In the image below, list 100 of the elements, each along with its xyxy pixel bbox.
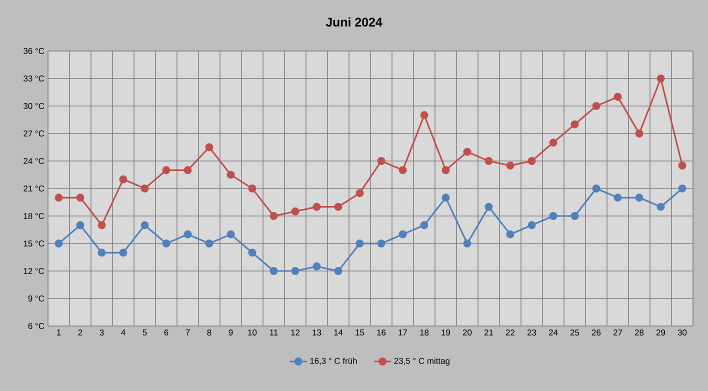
point (226, 170, 235, 179)
point (205, 240, 214, 248)
point (678, 162, 686, 170)
x-tick-label: 27 (613, 330, 622, 336)
point (291, 267, 300, 275)
point (656, 74, 665, 82)
y-tick-label: 33 °C (24, 76, 44, 82)
x-tick-label: 5 (142, 330, 147, 336)
x-tick-label: 30 (678, 330, 687, 336)
point (398, 230, 407, 238)
point (248, 248, 256, 257)
point (398, 166, 407, 174)
point (463, 148, 472, 156)
x-tick-label: 29 (656, 330, 666, 336)
point (635, 130, 644, 138)
y-tick-label: 24 °C (24, 158, 44, 164)
point (226, 230, 235, 238)
x-tick-label: 9 (228, 330, 233, 336)
x-tick-label: 2 (78, 330, 82, 336)
point (270, 212, 278, 220)
point (334, 267, 342, 275)
x-tick-label: 18 (420, 330, 429, 336)
legend-label: 16,3 ° C früh (310, 358, 357, 365)
legend-label: 23,5 ° C mittag (394, 358, 450, 366)
point (614, 92, 622, 101)
point (528, 221, 536, 230)
point (98, 248, 106, 257)
y-tick-label: 30 °C (24, 103, 44, 109)
point (76, 221, 84, 230)
point (54, 194, 63, 202)
x-tick-label: 7 (186, 330, 190, 336)
point (140, 184, 149, 192)
x-tick-label: 11 (270, 330, 278, 336)
x-tick-label: 21 (484, 330, 494, 336)
point (506, 162, 514, 170)
point (377, 157, 386, 165)
x-tick-label: 1 (57, 330, 61, 336)
x-tick-label: 22 (506, 330, 515, 336)
point (334, 202, 342, 211)
point (656, 202, 665, 211)
point (356, 240, 364, 248)
point (506, 230, 514, 238)
point (162, 240, 170, 248)
point (635, 194, 644, 202)
y-tick-label: 27 °C (24, 130, 44, 136)
x-tick-label: 26 (592, 330, 601, 336)
point (98, 221, 106, 230)
point (140, 221, 149, 230)
y-tick-label: 36 °C (24, 48, 44, 54)
x-tick-label: 6 (164, 330, 168, 336)
point (484, 202, 493, 211)
point (528, 157, 536, 165)
x-tick-label: 28 (634, 330, 644, 336)
y-tick-label: 21 °C (24, 186, 44, 192)
point (184, 230, 192, 238)
point (291, 207, 300, 216)
point (312, 262, 321, 270)
point (248, 184, 256, 192)
point (570, 212, 579, 220)
x-tick-label: 15 (356, 330, 364, 336)
y-tick-label: 6 °C (28, 323, 44, 329)
point (162, 166, 170, 174)
point (592, 184, 600, 192)
x-tick-label: 3 (100, 330, 104, 336)
x-tick-label: 14 (334, 330, 343, 336)
x-tick-label: 12 (291, 330, 300, 336)
point (442, 194, 450, 202)
point (356, 189, 364, 198)
y-tick-label: 15 °C (24, 240, 44, 246)
x-tick-label: 24 (548, 330, 558, 336)
point (119, 248, 128, 257)
point (614, 194, 622, 202)
x-tick-label: 10 (248, 330, 257, 336)
point (592, 102, 600, 110)
x-tick-label: 13 (312, 330, 322, 336)
point (484, 157, 493, 165)
chart-title: Juni 2024 (326, 17, 382, 27)
point (420, 111, 428, 120)
point (76, 194, 84, 202)
x-tick-label: 23 (527, 330, 536, 336)
point (205, 143, 214, 152)
point (549, 212, 558, 220)
point (463, 240, 472, 248)
point (549, 138, 558, 147)
x-tick-label: 4 (121, 330, 126, 336)
x-tick-label: 25 (570, 330, 580, 336)
point (119, 175, 128, 184)
y-tick-label: 18 °C (24, 213, 44, 219)
point (570, 120, 579, 128)
point (184, 166, 192, 174)
point (377, 240, 386, 248)
point (420, 221, 428, 230)
y-tick-label: 9 °C (28, 296, 44, 302)
y-tick-label: 12 °C (24, 268, 44, 274)
x-tick-label: 20 (462, 330, 472, 336)
point (54, 240, 63, 248)
x-tick-label: 8 (207, 330, 212, 336)
point (678, 184, 686, 192)
point (442, 166, 450, 174)
x-tick-label: 19 (442, 330, 450, 336)
